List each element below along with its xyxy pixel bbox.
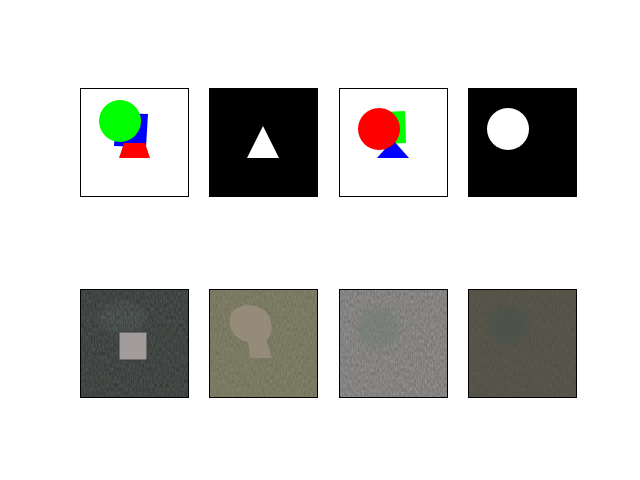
white-circle <box>487 108 529 150</box>
white-triangle <box>247 126 279 158</box>
panel-5 <box>80 289 189 398</box>
panel-frame <box>339 289 448 398</box>
panel-3 <box>339 88 448 197</box>
panel-4 <box>468 88 577 197</box>
blue-triangle <box>377 140 409 158</box>
blob <box>229 305 272 358</box>
panel-frame <box>468 289 577 398</box>
texture <box>468 289 577 398</box>
panel-8 <box>468 289 577 398</box>
green-circle <box>99 100 141 142</box>
red-trapezoid <box>119 143 150 158</box>
panel-frame <box>209 88 318 197</box>
red-circle <box>358 108 400 150</box>
dark-blob <box>488 306 528 346</box>
panel-frame <box>209 289 318 398</box>
panel-2 <box>209 88 318 197</box>
panel-frame <box>80 289 189 398</box>
texture <box>339 289 448 398</box>
gray-square <box>118 331 148 361</box>
panel-1 <box>80 88 189 197</box>
panel-7 <box>339 289 448 398</box>
panel-6 <box>209 289 318 398</box>
faint-circle <box>357 307 399 349</box>
